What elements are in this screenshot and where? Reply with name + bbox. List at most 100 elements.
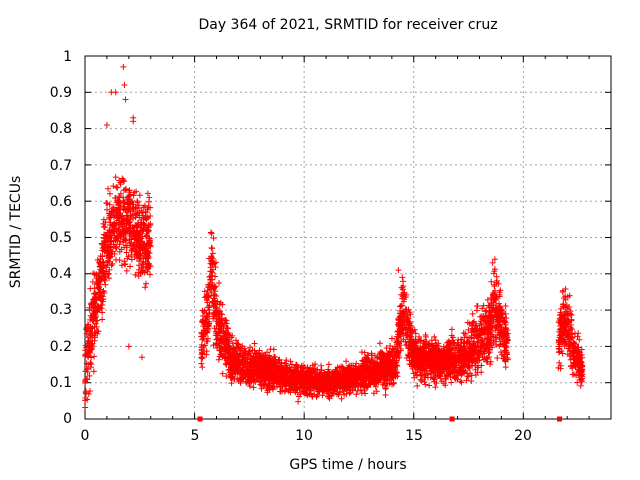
data-point: [358, 349, 365, 356]
data-point: [144, 268, 151, 275]
data-point: [502, 303, 509, 310]
data-point: [130, 224, 137, 231]
data-point: [228, 380, 235, 387]
data-point: [103, 206, 110, 213]
data-point: [223, 373, 230, 380]
data-point: [325, 361, 332, 368]
data-point: [102, 232, 109, 239]
data-point: [122, 96, 129, 103]
data-point: [92, 309, 99, 316]
data-point: [295, 376, 302, 383]
data-point: [251, 340, 258, 347]
data-point: [86, 372, 93, 379]
data-point: [139, 260, 146, 267]
data-point: [139, 209, 146, 216]
data-point: [144, 227, 151, 234]
data-point: [125, 253, 132, 260]
data-point: [85, 353, 92, 360]
data-point: [432, 337, 439, 344]
x-tick-label: 10: [295, 428, 313, 444]
data-point: [96, 276, 103, 283]
data-point: [212, 273, 219, 280]
data-point: [125, 343, 132, 350]
data-point: [218, 336, 225, 343]
data-point: [96, 289, 103, 296]
data-point: [116, 248, 123, 255]
data-point: [137, 229, 144, 236]
data-point: [361, 377, 368, 384]
data-point: [494, 354, 501, 361]
data-point: [111, 250, 118, 257]
data-point: [89, 278, 96, 285]
data-point: [353, 360, 360, 367]
data-point: [100, 259, 107, 266]
data-point: [93, 280, 100, 287]
data-point: [109, 260, 116, 267]
data-point: [223, 325, 230, 332]
data-point: [143, 263, 150, 270]
data-point: [200, 329, 207, 336]
data-point: [278, 388, 285, 395]
data-point: [204, 338, 211, 345]
data-point: [577, 382, 584, 389]
data-point: [106, 252, 113, 259]
data-point: [214, 345, 221, 352]
data-point: [120, 217, 127, 224]
data-point: [102, 281, 109, 288]
data-point: [217, 326, 224, 333]
data-point: [135, 269, 142, 276]
data-point: [301, 364, 308, 371]
data-point: [120, 176, 127, 183]
data-point: [381, 351, 388, 358]
data-point: [126, 218, 133, 225]
data-point: [209, 245, 216, 252]
data-point: [198, 341, 205, 348]
data-point: [354, 387, 361, 394]
data-point: [103, 121, 110, 128]
data-point: [215, 340, 222, 347]
data-point: [112, 174, 119, 181]
data-point: [85, 322, 92, 329]
data-point: [100, 216, 107, 223]
data-point: [140, 250, 147, 257]
data-point: [222, 355, 229, 362]
data-point: [88, 329, 95, 336]
data-point: [215, 321, 222, 328]
data-point: [126, 205, 133, 212]
data-point: [271, 357, 278, 364]
data-point: [211, 310, 218, 317]
data-point: [219, 317, 226, 324]
data-point: [128, 252, 135, 259]
data-point: [121, 82, 128, 89]
data-point: [208, 230, 215, 237]
data-point: [120, 63, 127, 70]
data-point: [138, 354, 145, 361]
data-point: [216, 340, 223, 347]
data-point: [96, 259, 103, 266]
data-point: [117, 238, 124, 245]
data-point: [217, 332, 224, 339]
data-point: [250, 384, 257, 391]
y-tick-label: 0.6: [49, 194, 72, 210]
data-point: [123, 267, 130, 274]
data-point: [93, 323, 100, 330]
data-point: [213, 323, 220, 330]
data-point: [207, 268, 214, 275]
data-point: [112, 89, 119, 96]
data-point: [358, 380, 365, 387]
data-point: [100, 296, 107, 303]
data-point: [138, 255, 145, 262]
y-tick-label: 1: [63, 49, 72, 65]
data-point: [361, 349, 368, 356]
data-point: [216, 280, 223, 287]
data-point: [296, 393, 303, 400]
data-point: [123, 221, 130, 228]
data-point: [247, 344, 254, 351]
data-point: [264, 349, 271, 356]
data-point: [116, 177, 123, 184]
data-point: [502, 310, 509, 317]
x-tick-label: 15: [405, 428, 423, 444]
data-point: [95, 285, 102, 292]
data-point: [199, 336, 206, 343]
data-point: [388, 335, 395, 342]
